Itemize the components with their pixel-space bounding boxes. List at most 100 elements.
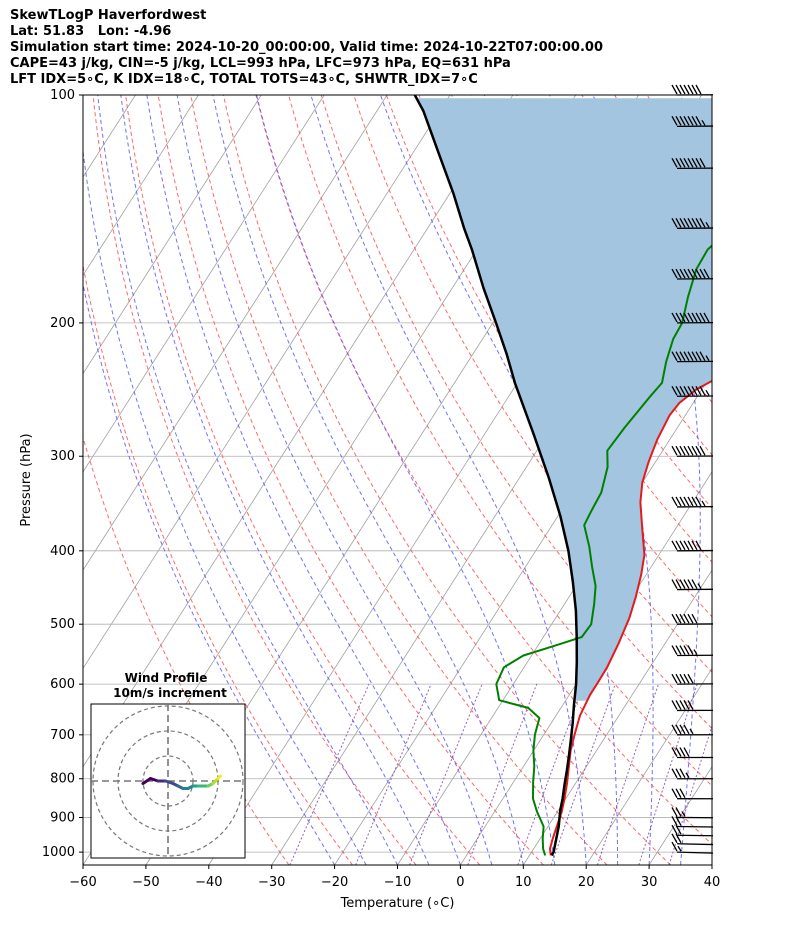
wind-barb xyxy=(671,673,714,685)
wind-barb xyxy=(671,700,714,712)
barb-flag xyxy=(691,385,698,396)
x-axis-label: Temperature (∘C) xyxy=(340,896,455,911)
mixing-ratio-line xyxy=(355,683,432,865)
barb-flag xyxy=(699,158,706,168)
barb-flag xyxy=(691,218,698,228)
barb-flag xyxy=(671,724,678,735)
barb-flag xyxy=(695,116,702,126)
barb-flag xyxy=(675,613,682,624)
moist-adiabat xyxy=(212,95,524,865)
barb-flag xyxy=(675,700,682,710)
barb-flag xyxy=(671,747,678,757)
y-tick-label: 400 xyxy=(50,544,75,559)
barb-half xyxy=(685,772,690,779)
y-tick-label: 600 xyxy=(50,677,75,692)
wind-barb xyxy=(671,807,714,819)
moist-adiabat xyxy=(120,95,430,865)
barb-flag xyxy=(671,116,678,126)
mixing-ratio-line xyxy=(467,683,538,865)
temperature-profile xyxy=(549,379,712,856)
barb-flag xyxy=(699,268,706,279)
dry-adiabat xyxy=(711,95,712,96)
x-tick-label: 40 xyxy=(704,875,721,890)
isotherm-line xyxy=(460,471,712,865)
parcel-profile xyxy=(413,95,579,857)
barb-flag xyxy=(671,613,678,624)
barb-flag xyxy=(695,496,702,507)
barb-flag xyxy=(691,496,698,507)
barb-flag xyxy=(671,645,678,655)
barb-flag xyxy=(691,613,698,624)
barb-half xyxy=(689,728,694,735)
barb-flag xyxy=(683,540,690,551)
mixing-ratio-line xyxy=(638,683,698,865)
barb-flag xyxy=(671,700,678,710)
barb-flag xyxy=(679,116,686,126)
barb-flag xyxy=(695,218,702,228)
wind-barb xyxy=(671,841,714,854)
y-tick-label: 100 xyxy=(50,88,75,103)
location-line: Lat: 51.83 Lon: -4.96 xyxy=(10,24,172,39)
wind-barb xyxy=(671,268,714,280)
barb-flag xyxy=(675,158,682,168)
barb-flag xyxy=(687,700,694,710)
barb-flag xyxy=(687,268,694,279)
mixing-ratio-line xyxy=(550,683,616,865)
barb-flag xyxy=(683,645,690,655)
barb-flag xyxy=(699,385,706,396)
barb-flag xyxy=(683,116,690,126)
isotherm-line xyxy=(0,95,73,865)
barb-half xyxy=(693,649,698,655)
y-tick-label: 500 xyxy=(50,617,75,632)
barb-flag xyxy=(671,445,678,456)
mixing-ratio-line xyxy=(289,683,370,865)
wind-barb xyxy=(671,385,714,397)
barb-flag xyxy=(687,540,694,551)
wind-barb xyxy=(671,645,714,657)
y-tick-label: 300 xyxy=(50,449,75,464)
barb-staff xyxy=(676,834,714,837)
barb-flag xyxy=(687,158,694,168)
barb-flag xyxy=(683,385,690,396)
wind-barb xyxy=(671,579,714,591)
barb-flag xyxy=(691,268,698,279)
barb-staff xyxy=(676,825,714,828)
dry-adiabat xyxy=(320,95,712,730)
barb-flag xyxy=(683,268,690,279)
index-line: LFT IDX=5∘C, K IDX=18∘C, TOTAL TOTS=43∘C… xyxy=(10,72,478,87)
barb-flag xyxy=(675,218,682,228)
barb-flag xyxy=(679,788,686,798)
dry-adiabat xyxy=(92,95,417,865)
barb-flag xyxy=(687,351,694,361)
barb-flag xyxy=(671,579,678,589)
barb-flag xyxy=(675,116,682,126)
wind-barb xyxy=(671,116,714,127)
barb-flag xyxy=(691,84,698,95)
barb-flag xyxy=(671,84,678,95)
inset-subtitle: 10m/s increment xyxy=(113,686,227,700)
mixing-ratio-line xyxy=(596,683,659,865)
moist-adiabat xyxy=(256,95,556,865)
barb-flag xyxy=(687,579,694,589)
barb-flag xyxy=(687,496,694,507)
barb-flag xyxy=(675,540,682,551)
cape-line: CAPE=43 j/kg, CIN=-5 j/kg, LCL=993 hPa, … xyxy=(10,56,511,71)
barb-flag xyxy=(699,312,706,323)
barb-flag xyxy=(679,724,686,735)
barb-flag xyxy=(683,312,690,323)
barb-flag xyxy=(675,833,682,844)
dry-adiabat xyxy=(125,95,481,865)
barb-flag xyxy=(699,445,706,456)
wind-barb xyxy=(671,768,713,780)
barb-flag xyxy=(699,218,706,228)
y-tick-label: 800 xyxy=(50,772,75,787)
wind-barb xyxy=(671,824,714,837)
isotherm-line xyxy=(83,95,262,375)
barb-half xyxy=(701,120,706,126)
barb-flag xyxy=(687,312,694,323)
barb-flag xyxy=(683,84,690,95)
dewpoint-profile xyxy=(495,244,712,856)
y-tick-label: 900 xyxy=(50,810,75,825)
dry-adiabat xyxy=(83,263,353,865)
barb-flag xyxy=(687,613,694,624)
